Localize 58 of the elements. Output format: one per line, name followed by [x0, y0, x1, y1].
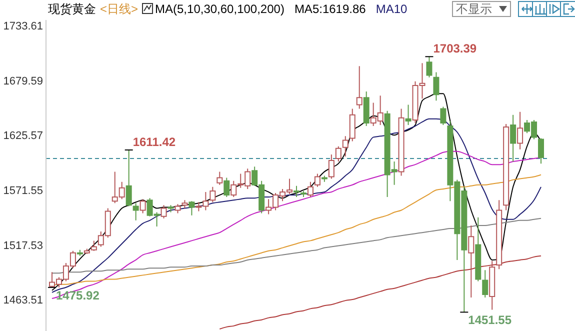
candlestick — [496, 200, 502, 270]
candlestick — [90, 240, 97, 252]
chart-title: 现货黄金 — [48, 2, 96, 16]
annotation: 1703.39 — [433, 42, 477, 56]
candlestick — [363, 91, 370, 127]
candlestick — [475, 216, 482, 282]
candlestick — [349, 108, 356, 142]
candlestick — [440, 106, 446, 126]
candlestick — [300, 190, 306, 198]
y-tick-label: 1463.51 — [3, 294, 43, 307]
candlestick — [294, 185, 300, 198]
candlestick — [482, 270, 488, 298]
candlestick — [132, 202, 139, 221]
candlestick — [140, 198, 146, 214]
candlestick — [182, 200, 188, 209]
annotation: 1475.92 — [56, 288, 100, 302]
candlestick — [356, 66, 362, 110]
candlestick — [503, 124, 510, 211]
candlestick — [517, 111, 524, 150]
candlestick — [342, 136, 348, 157]
candlestick — [76, 249, 83, 256]
candlestick — [510, 114, 516, 162]
candlestick — [328, 154, 334, 180]
candlestick — [426, 56, 432, 78]
y-tick-label: 1625.57 — [3, 130, 43, 142]
candlestick — [160, 204, 167, 219]
text: MA5:1619.86 — [294, 2, 366, 16]
y-tick-label: 1733.61 — [3, 20, 43, 32]
line-series — [52, 150, 542, 300]
candlestick — [84, 248, 90, 254]
legend-title: MA(5,10,30,60,100,200) — [155, 2, 284, 16]
candlestick — [188, 200, 195, 216]
candlestick — [307, 181, 314, 198]
candlestick — [405, 104, 412, 126]
text: MA10 — [376, 2, 408, 16]
chart-subtitle: <日线> — [100, 2, 138, 16]
y-tick-label: 1679.59 — [3, 75, 43, 88]
candlestick — [538, 138, 544, 164]
y-tick-label: 1517.53 — [3, 240, 43, 252]
annotation: 1611.42 — [132, 134, 176, 149]
candlestick — [126, 149, 132, 207]
candlestick — [398, 108, 404, 176]
candlestick — [224, 177, 230, 198]
candlestick — [314, 173, 320, 188]
candlestick — [321, 175, 328, 182]
y-tick-label: 1571.55 — [3, 184, 43, 197]
candlestick — [174, 204, 181, 214]
line-series — [52, 218, 542, 274]
candlestick — [433, 72, 440, 102]
annotation: 1451.55 — [468, 313, 512, 328]
candlestick — [335, 146, 342, 162]
line-series — [219, 255, 542, 330]
candlestick — [489, 260, 496, 310]
dropdown-field: 不显示 — [452, 1, 511, 17]
candlestick — [168, 204, 174, 213]
candlestick — [468, 224, 474, 298]
candlestick — [216, 171, 223, 186]
candlestick — [210, 186, 216, 203]
